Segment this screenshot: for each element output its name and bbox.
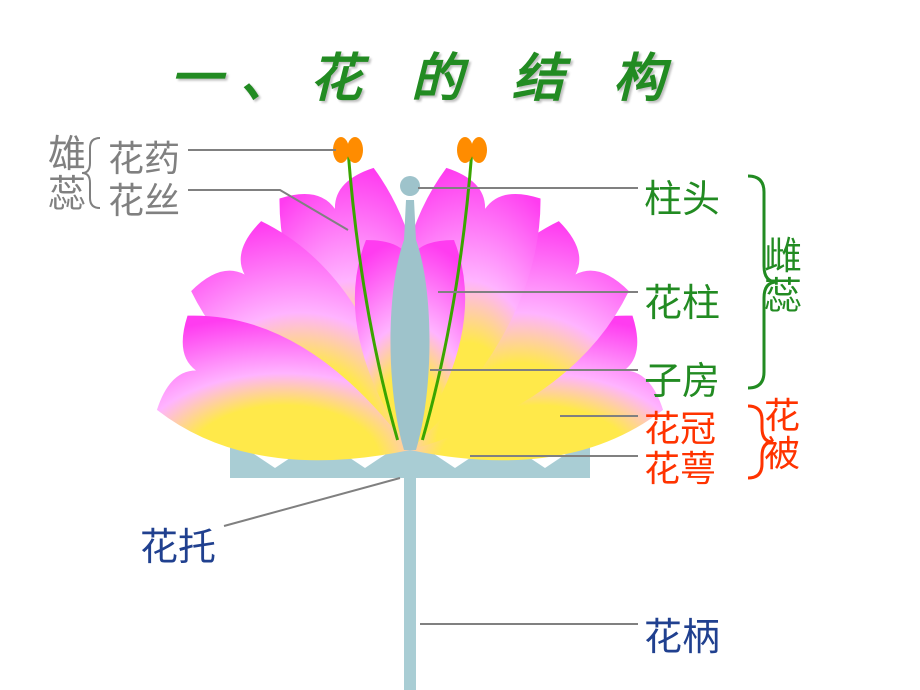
label-style: 花柱 [644, 272, 720, 327]
label-receptacle: 花托 [140, 516, 216, 571]
label-ovary: 子房 [644, 350, 720, 405]
label-pedicel: 花柄 [644, 606, 720, 661]
diagram-title: 一、花 的 结 构 [170, 36, 683, 111]
label-filament: 花丝 [108, 172, 180, 224]
label-pistil-group: 雌 蕊 [764, 238, 802, 318]
label-stigma: 柱头 [644, 168, 720, 223]
flower-structure-diagram: { "canvas":{"w":920,"h":690,"bg":"#fffff… [0, 0, 920, 690]
label-calyx: 花萼 [644, 440, 716, 492]
label-stamen-group: 雄 蕊 [48, 136, 86, 216]
label-perianth: 花 被 [764, 398, 800, 474]
